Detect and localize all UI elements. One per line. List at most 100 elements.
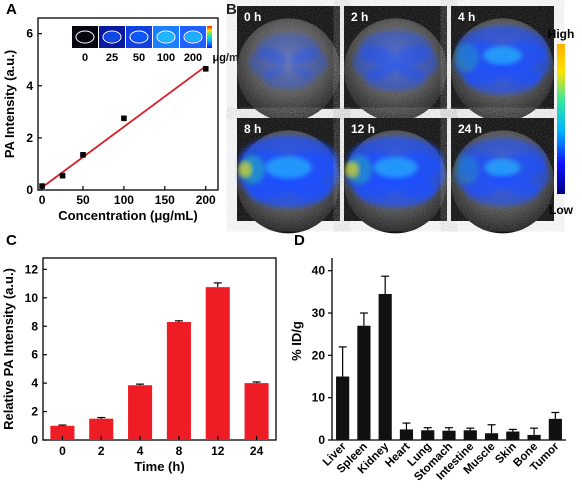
timepoint-label: 8 h (244, 122, 261, 136)
data-point (39, 183, 45, 189)
timepoint-label: 0 h (244, 10, 261, 24)
y-tick-label: 0 (31, 433, 38, 447)
bar (128, 385, 153, 440)
pa-signal-yellow (345, 161, 360, 178)
inset-well-outline (75, 30, 95, 44)
pa-signal-cyan (484, 158, 521, 177)
y-tick-label: 8 (31, 319, 38, 333)
x-tick-label: Heart (383, 441, 412, 470)
pa-image-2h: 2 h (344, 6, 447, 122)
pa-signal-yellow (238, 161, 253, 178)
plot-frame (42, 257, 277, 441)
x-tick-label: 50 (76, 193, 90, 207)
y-axis-label: % ID/g (289, 321, 304, 361)
y-tick-label: 12 (25, 262, 39, 276)
pa-signal-blue (465, 174, 540, 206)
bar (548, 418, 562, 440)
pa-signal-blue (365, 65, 426, 92)
bar (399, 429, 414, 440)
x-tick-label: 2 (98, 444, 105, 458)
y-tick-label: 2 (26, 131, 33, 145)
data-point (59, 172, 66, 179)
x-tick-label: 12 (211, 444, 225, 458)
x-tick-label: 24 (250, 444, 264, 458)
inset-conc-label: 50 (133, 52, 145, 64)
panel-d-biodistribution-bar-chart: 010203040LiverSpleenKidneyHeartLungStoma… (289, 258, 566, 483)
colorbar-high-label: High (548, 27, 575, 41)
y-tick-label: 6 (31, 348, 38, 362)
inset-conc-label: 100 (157, 52, 175, 64)
y-axis-label: Relative PA Intensity (a.u.) (1, 268, 16, 430)
y-tick-label: 10 (25, 291, 39, 305)
inset-well-outline (156, 30, 176, 44)
inset-well-outline (183, 30, 203, 44)
inset-well-signal (104, 32, 120, 42)
panel-label-c: C (6, 232, 17, 249)
pa-image-8h: 8 h (237, 118, 340, 234)
inset-well-signal (185, 32, 201, 42)
pa-image-24h: 24 h (451, 118, 554, 234)
x-tick-label: 0 (39, 193, 46, 207)
pa-image-4h: 4 h (451, 6, 554, 122)
colorbar-low-label: Low (549, 203, 574, 217)
pa-signal-blue (247, 172, 330, 208)
bar (484, 433, 499, 440)
pa-signal-green (454, 43, 479, 72)
colorbar (557, 44, 565, 194)
pa-image-12h: 12 h (344, 118, 447, 234)
timepoint-label: 4 h (458, 10, 475, 24)
pa-signal-blue (464, 61, 541, 95)
bar (442, 430, 456, 440)
x-tick-label: 100 (114, 193, 134, 207)
x-tick-label: 8 (176, 444, 183, 458)
bar (89, 418, 114, 440)
x-tick-label: 200 (196, 193, 216, 207)
x-tick-label: 4 (137, 444, 144, 458)
panel-label-b: B (226, 1, 237, 18)
inset-conc-label: 200 (184, 52, 202, 64)
bar (421, 430, 435, 440)
inset-colorbar (207, 26, 212, 48)
x-tick-label: 150 (155, 193, 175, 207)
inset-well-signal (158, 32, 174, 42)
data-point (80, 152, 86, 158)
y-tick-label: 6 (26, 27, 33, 41)
y-tick-label: 4 (26, 79, 33, 93)
y-tick-label: 40 (312, 264, 326, 278)
pa-signal-green (454, 155, 479, 184)
bar (527, 434, 541, 440)
inset-well-image (72, 26, 98, 48)
y-tick-label: 20 (312, 348, 326, 362)
panel-a-linear-chart: 0 50 100 150 200 0 2 4 6 Concentration (μg/mL) PA … (2, 17, 246, 223)
inset-conc-label: 25 (106, 52, 118, 64)
inset-well-signal (131, 32, 147, 42)
bar (336, 376, 350, 440)
pa-signal-cyan (265, 156, 312, 179)
x-tick-label: 0 (59, 444, 66, 458)
y-tick-label: 30 (312, 306, 326, 320)
y-tick-label: 2 (31, 405, 38, 419)
bar (506, 431, 520, 440)
bar (50, 425, 75, 440)
y-tick-label: 0 (26, 183, 33, 197)
x-axis-label: Time (h) (134, 459, 184, 474)
timepoint-label: 12 h (351, 122, 375, 136)
timepoint-label: 24 h (458, 122, 482, 136)
y-tick-label: 10 (312, 391, 326, 405)
inset-conc-label: 0 (82, 52, 88, 64)
y-tick-label: 0 (318, 433, 325, 447)
inset-well-outline (129, 30, 149, 44)
bar (378, 293, 392, 440)
bar (205, 287, 230, 440)
pa-signal-blue (262, 66, 315, 90)
plot-frame (37, 17, 219, 191)
y-axis-label: PA Intensity (a.u.) (2, 50, 17, 158)
fit-line (41, 65, 207, 189)
bar (463, 430, 477, 440)
bar (357, 325, 371, 440)
panel-label-d: D (294, 232, 305, 249)
data-point (202, 66, 209, 72)
inset-well-outline (102, 30, 122, 44)
